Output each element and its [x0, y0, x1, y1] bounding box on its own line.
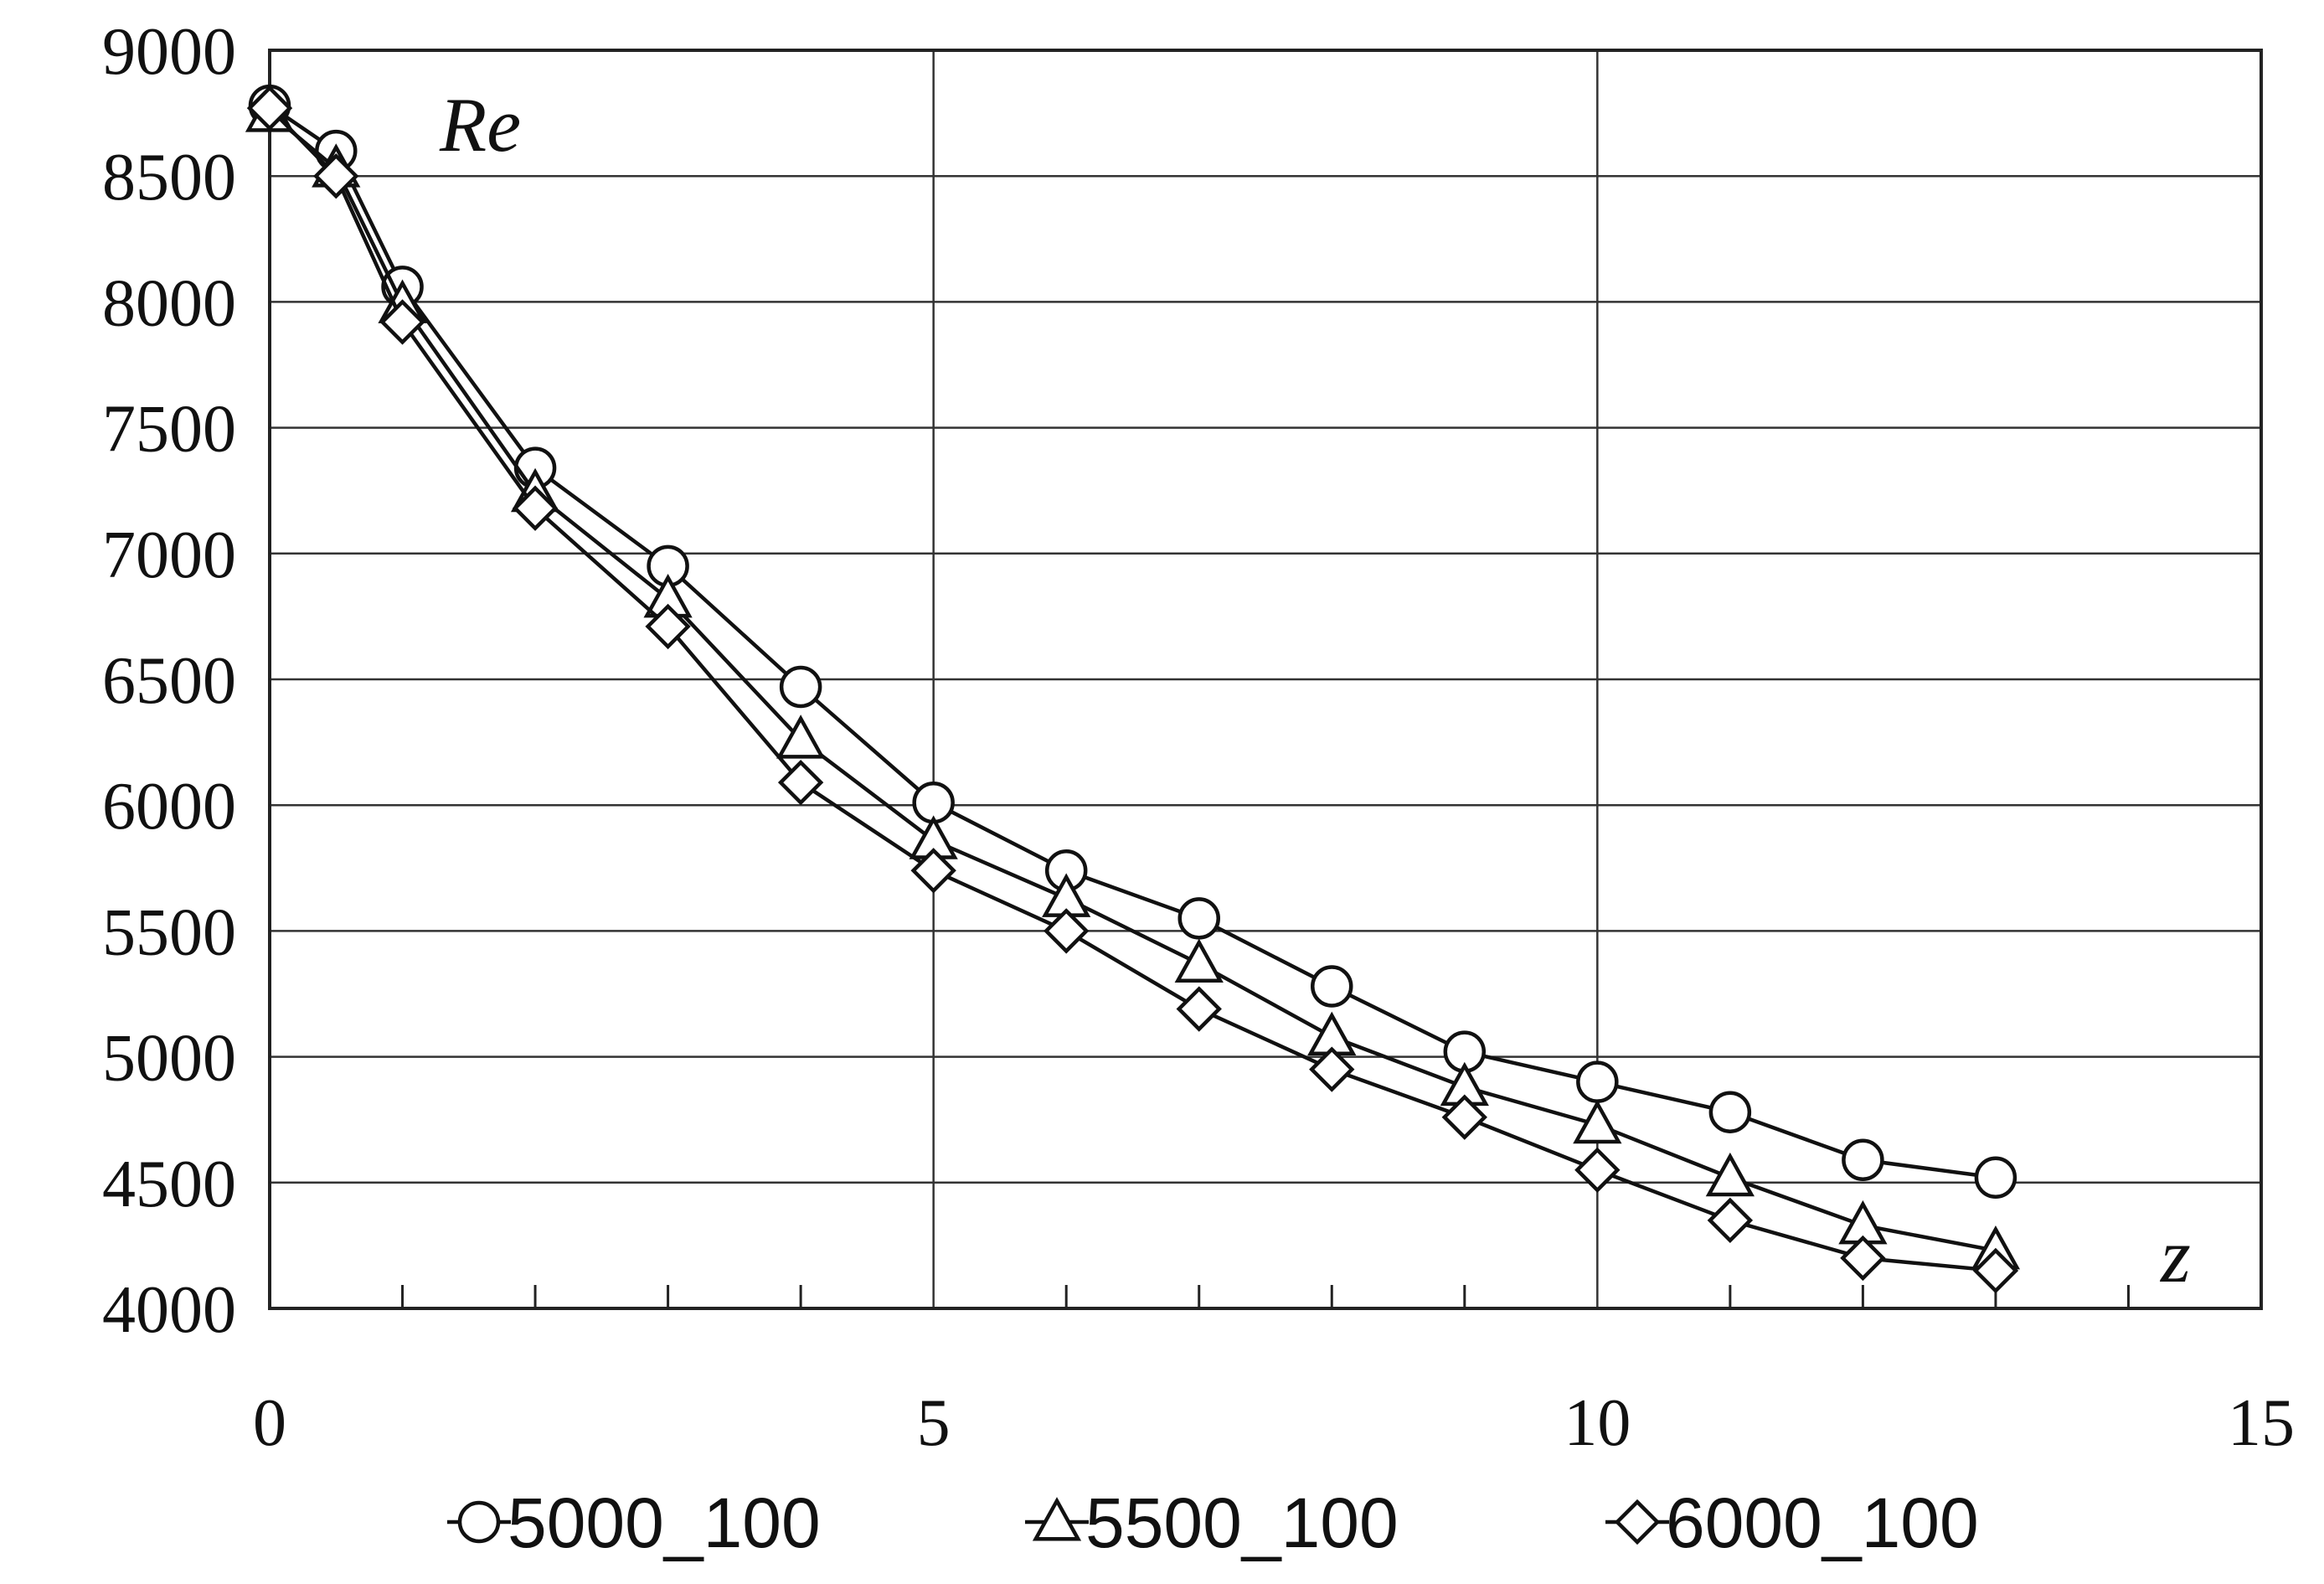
- legend-label: 5000_100: [508, 1483, 821, 1562]
- triangle-marker: [1573, 1099, 1622, 1144]
- diamond-marker: [1840, 1235, 1886, 1282]
- diamond-marker: [777, 759, 824, 806]
- diamond-marker: [1972, 1247, 2019, 1294]
- legend-label: 6000_100: [1666, 1483, 1979, 1562]
- diamond-marker: [1441, 1094, 1487, 1140]
- series-5000_100: [248, 84, 2017, 1200]
- legend-item: 5500_100: [1025, 1483, 1399, 1562]
- diamond-marker: [910, 848, 956, 894]
- legend: 5000_100 5500_100 6000_100: [447, 1483, 1979, 1562]
- legend-diamond-marker: [1614, 1499, 1661, 1545]
- diamond-marker: [512, 485, 559, 531]
- x-axis-ticks: 0 5 10 15: [253, 1386, 2295, 1460]
- x-tick-label: 10: [1564, 1386, 1631, 1460]
- circle-marker: [1708, 1091, 1752, 1133]
- y-tick-label: 6500: [102, 644, 236, 718]
- y-axis-ticks: 4000 4500 5000 5500 6000 6500 7000 7500 8000 8500…: [102, 15, 236, 1347]
- grid-lines: [270, 50, 2261, 1308]
- y-tick-label: 4000: [102, 1273, 236, 1347]
- x-axis-label: z: [2159, 1213, 2191, 1298]
- diamond-marker: [1309, 1046, 1355, 1092]
- circle-marker: [779, 665, 822, 709]
- circle-marker: [1311, 965, 1353, 1008]
- diamond-marker: [1707, 1197, 1754, 1244]
- legend-circle-marker: [457, 1500, 501, 1544]
- y-tick-label: 4500: [102, 1148, 236, 1221]
- series-line: [268, 104, 1997, 1180]
- y-axis-label: Re: [439, 82, 521, 168]
- y-tick-label: 7500: [102, 393, 236, 467]
- x-minor-ticks: [401, 1285, 2130, 1308]
- diamond-marker: [1176, 986, 1222, 1032]
- y-tick-label: 8500: [102, 141, 236, 214]
- diamond-marker: [313, 153, 359, 199]
- y-tick-label: 5000: [102, 1022, 236, 1096]
- diamond-marker: [246, 85, 293, 132]
- plot-area: [268, 49, 2263, 1310]
- x-tick-label: 5: [917, 1386, 951, 1460]
- series-6000_100: [246, 85, 2019, 1294]
- diamond-marker: [645, 603, 691, 650]
- circle-marker: [1576, 1060, 1619, 1103]
- y-tick-label: 8000: [102, 266, 236, 340]
- legend-item: 6000_100: [1605, 1483, 1979, 1562]
- circle-marker: [1842, 1138, 1884, 1182]
- y-tick-label: 5500: [102, 895, 236, 969]
- triangle-marker: [776, 715, 826, 759]
- diamond-marker: [1574, 1147, 1621, 1193]
- diamond-marker: [1043, 908, 1090, 954]
- series-layer: [245, 84, 2021, 1294]
- y-tick-label: 9000: [102, 15, 236, 89]
- y-tick-label: 7000: [102, 519, 236, 592]
- x-tick-label: 15: [2228, 1386, 2295, 1460]
- circle-marker: [1974, 1156, 2017, 1200]
- legend-triangle-marker: [1032, 1497, 1082, 1541]
- series-line: [268, 111, 1997, 1253]
- diamond-marker: [379, 299, 425, 345]
- y-tick-label: 6000: [102, 770, 236, 844]
- legend-item: 5000_100: [447, 1483, 821, 1562]
- triangle-marker: [1174, 938, 1224, 983]
- triangle-marker: [1705, 1152, 1755, 1197]
- legend-label: 5500_100: [1085, 1483, 1399, 1562]
- x-tick-label: 0: [253, 1386, 286, 1460]
- circle-marker: [1177, 897, 1220, 940]
